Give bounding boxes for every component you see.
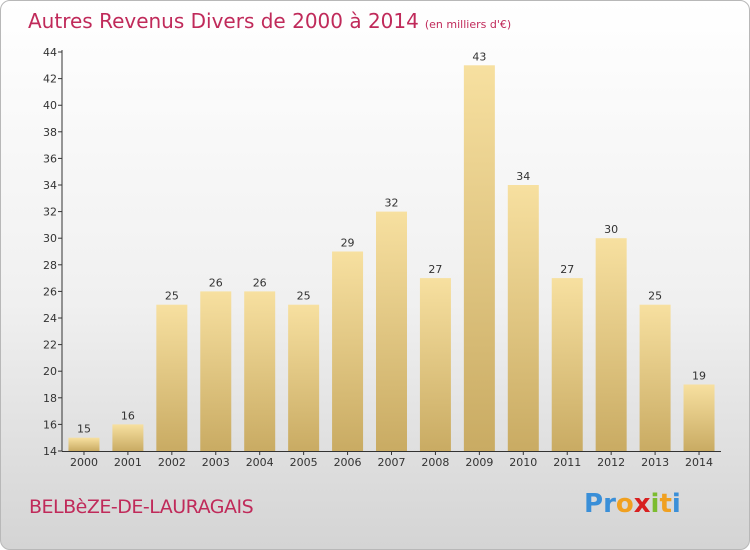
bar xyxy=(156,304,188,451)
x-tick-label: 2010 xyxy=(509,456,537,469)
data-label: 27 xyxy=(428,263,442,276)
data-label: 16 xyxy=(121,409,135,422)
bar xyxy=(639,304,671,451)
logo-letter: t xyxy=(659,489,672,519)
x-tick-label: 2002 xyxy=(158,456,186,469)
x-tick-label: 2014 xyxy=(685,456,713,469)
data-label: 15 xyxy=(77,423,91,436)
y-tick-label: 20 xyxy=(43,365,57,378)
y-tick-label: 22 xyxy=(43,339,57,352)
x-tick-label: 2012 xyxy=(597,456,625,469)
y-tick-label: 30 xyxy=(43,232,57,245)
logo-letter: P xyxy=(584,489,604,519)
bar xyxy=(244,291,276,451)
y-tick-label: 26 xyxy=(43,285,57,298)
y-tick-label: 18 xyxy=(43,392,57,405)
data-label: 25 xyxy=(648,290,662,303)
bar xyxy=(551,278,583,451)
data-label: 19 xyxy=(692,370,706,383)
x-tick-label: 2008 xyxy=(421,456,449,469)
bars: 15 16 25 26 26 25 29 32 27 43 34 27 30 25 19 xyxy=(68,50,715,452)
logo-letter: i xyxy=(671,489,681,519)
data-label: 29 xyxy=(341,237,355,250)
proxiti-logo: Proxiti xyxy=(584,489,681,519)
logo-letter: o xyxy=(615,489,634,519)
x-tick-label: 2011 xyxy=(553,456,581,469)
data-label: 26 xyxy=(209,276,223,289)
data-label: 25 xyxy=(297,290,311,303)
y-tick-label: 38 xyxy=(43,126,57,139)
data-label: 27 xyxy=(560,263,574,276)
logo-letter: x xyxy=(633,489,651,519)
bar xyxy=(463,65,495,452)
unit-label: (en milliers d'€) xyxy=(424,18,512,31)
bar xyxy=(683,384,715,451)
y-tick-label: 44 xyxy=(43,46,57,59)
bar xyxy=(200,291,232,451)
y-tick-label: 40 xyxy=(43,99,57,112)
y-tick-label: 42 xyxy=(43,73,57,86)
data-label: 32 xyxy=(385,197,399,210)
x-tick-label: 2004 xyxy=(246,456,274,469)
x-tick-label: 2013 xyxy=(641,456,669,469)
x-tick-label: 2001 xyxy=(114,456,142,469)
y-tick-label: 36 xyxy=(43,152,57,165)
data-label: 30 xyxy=(604,223,618,236)
y-tick-label: 24 xyxy=(43,312,57,325)
bar xyxy=(595,238,627,451)
bar xyxy=(376,211,407,451)
x-tick-label: 2006 xyxy=(334,456,362,469)
logo-letter: r xyxy=(603,489,616,519)
y-tick-label: 16 xyxy=(43,418,57,431)
axes: 14 16 18 20 22 24 26 28 30 32 34 36 38 40 42 44 2000 2001… xyxy=(43,46,721,469)
y-tick-label: 32 xyxy=(43,206,57,219)
x-tick-label: 2005 xyxy=(290,456,318,469)
bar xyxy=(288,304,320,451)
x-tick-label: 2003 xyxy=(202,456,230,469)
x-tick-label: 2007 xyxy=(378,456,406,469)
chart-title: Autres Revenus Divers de 2000 à 2014 (en … xyxy=(28,9,511,33)
commune-name: BELBèZE-DE-LAURAGAIS xyxy=(29,496,254,518)
logo-letter: i xyxy=(650,489,660,519)
bar xyxy=(112,424,144,451)
bar xyxy=(332,251,364,451)
bar xyxy=(68,437,100,451)
data-label: 25 xyxy=(165,290,179,303)
bar xyxy=(507,185,539,451)
x-tick-label: 2000 xyxy=(70,456,98,469)
y-tick-label: 34 xyxy=(43,179,57,192)
data-label: 34 xyxy=(516,170,530,183)
x-tick-label: 2009 xyxy=(465,456,493,469)
y-tick-label: 14 xyxy=(43,445,57,458)
data-label: 43 xyxy=(472,50,486,63)
bar xyxy=(419,278,451,451)
title-text: Autres Revenus Divers de 2000 à 2014 xyxy=(28,9,419,33)
data-label: 26 xyxy=(253,276,267,289)
y-tick-label: 28 xyxy=(43,259,57,272)
